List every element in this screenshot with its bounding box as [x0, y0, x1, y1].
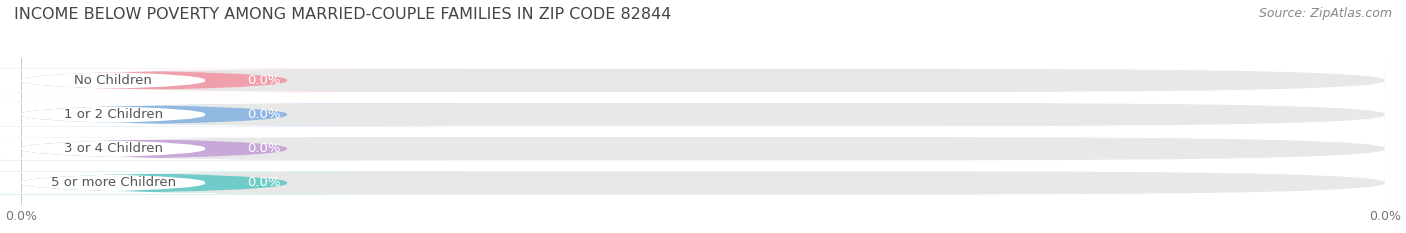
Text: 1 or 2 Children: 1 or 2 Children	[63, 108, 163, 121]
FancyBboxPatch shape	[0, 69, 467, 92]
FancyBboxPatch shape	[0, 103, 467, 126]
Text: No Children: No Children	[75, 74, 152, 87]
Text: 5 or more Children: 5 or more Children	[51, 176, 176, 189]
FancyBboxPatch shape	[21, 137, 1385, 160]
FancyBboxPatch shape	[0, 103, 467, 126]
Text: 0.0%: 0.0%	[246, 176, 280, 189]
Text: 0.0%: 0.0%	[246, 142, 280, 155]
Text: 0.0%: 0.0%	[246, 74, 280, 87]
FancyBboxPatch shape	[21, 171, 1385, 195]
Text: Source: ZipAtlas.com: Source: ZipAtlas.com	[1258, 7, 1392, 20]
FancyBboxPatch shape	[21, 103, 1385, 126]
Text: 0.0%: 0.0%	[246, 108, 280, 121]
FancyBboxPatch shape	[0, 69, 467, 92]
FancyBboxPatch shape	[0, 171, 467, 195]
Text: 3 or 4 Children: 3 or 4 Children	[63, 142, 163, 155]
FancyBboxPatch shape	[0, 137, 467, 160]
FancyBboxPatch shape	[21, 69, 1385, 92]
FancyBboxPatch shape	[0, 137, 467, 160]
Text: INCOME BELOW POVERTY AMONG MARRIED-COUPLE FAMILIES IN ZIP CODE 82844: INCOME BELOW POVERTY AMONG MARRIED-COUPL…	[14, 7, 672, 22]
FancyBboxPatch shape	[0, 171, 467, 195]
